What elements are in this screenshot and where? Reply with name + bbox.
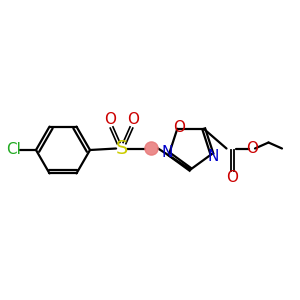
Text: O: O xyxy=(226,169,238,184)
Text: O: O xyxy=(173,120,185,135)
Text: Cl: Cl xyxy=(6,142,21,158)
Text: S: S xyxy=(115,139,128,158)
Text: O: O xyxy=(246,141,258,156)
Text: N: N xyxy=(208,149,219,164)
Text: O: O xyxy=(127,112,139,128)
Circle shape xyxy=(145,142,158,155)
Text: O: O xyxy=(104,112,116,128)
Text: N: N xyxy=(161,145,172,160)
